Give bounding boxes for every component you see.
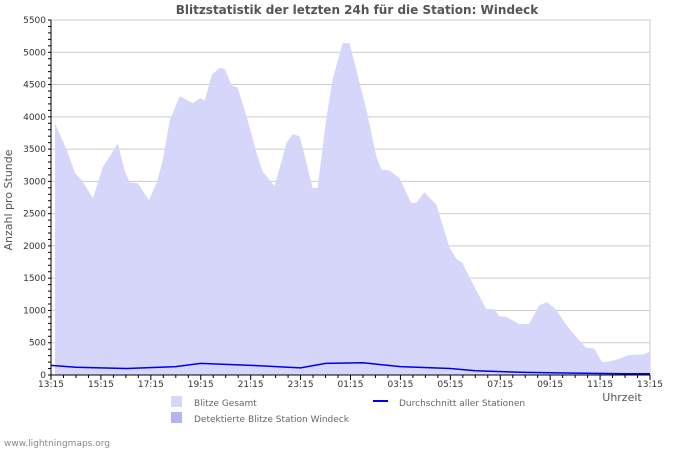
x-tick-label: 03:15 bbox=[387, 380, 413, 390]
legend: Blitze Gesamt Detektierte Blitze Station… bbox=[171, 396, 525, 425]
y-tick-label: 500 bbox=[29, 339, 46, 349]
y-tick-label: 5000 bbox=[23, 48, 46, 58]
chart-title: Blitzstatistik der letzten 24h für die S… bbox=[176, 3, 540, 17]
x-tick-label: 11:15 bbox=[587, 380, 613, 390]
legend-label-station: Detektierte Blitze Station Windeck bbox=[194, 415, 350, 425]
x-tick-label: 13:15 bbox=[38, 380, 64, 390]
x-tick-label: 19:15 bbox=[188, 380, 214, 390]
x-tick-label: 07:15 bbox=[487, 380, 513, 390]
x-tick-label: 13:15 bbox=[637, 380, 663, 390]
y-tick-label: 4500 bbox=[23, 81, 46, 91]
y-tick-label: 4000 bbox=[23, 113, 46, 123]
legend-swatch-total bbox=[171, 396, 182, 407]
y-tick-label: 1000 bbox=[23, 306, 46, 316]
legend-label-average: Durchschnitt aller Stationen bbox=[399, 399, 525, 409]
x-tick-label: 23:15 bbox=[288, 380, 314, 390]
y-tick-label: 3000 bbox=[23, 177, 46, 187]
footer-source: www.lightningmaps.org bbox=[4, 439, 110, 449]
legend-label-total: Blitze Gesamt bbox=[194, 399, 257, 409]
x-tick-label: 15:15 bbox=[88, 380, 114, 390]
y-tick-label: 2500 bbox=[23, 210, 46, 220]
x-tick-label: 05:15 bbox=[437, 380, 463, 390]
x-tick-label: 09:15 bbox=[537, 380, 563, 390]
x-tick-label: 01:15 bbox=[338, 380, 364, 390]
y-tick-label: 5500 bbox=[23, 16, 46, 26]
y-tick-label: 0 bbox=[40, 371, 46, 381]
x-tick-label: 21:15 bbox=[238, 380, 264, 390]
series-line-average bbox=[50, 361, 650, 375]
x-tick-label: 17:15 bbox=[138, 380, 164, 390]
y-tick-label: 2000 bbox=[23, 242, 46, 252]
legend-swatch-station bbox=[171, 412, 182, 423]
y-tick-label: 3500 bbox=[23, 145, 46, 155]
y-axis-label: Anzahl pro Stunde bbox=[2, 149, 15, 250]
x-axis-label: Uhrzeit bbox=[602, 391, 642, 404]
series-area-blitze-gesamt bbox=[54, 43, 650, 376]
y-tick-label: 1500 bbox=[23, 274, 46, 284]
